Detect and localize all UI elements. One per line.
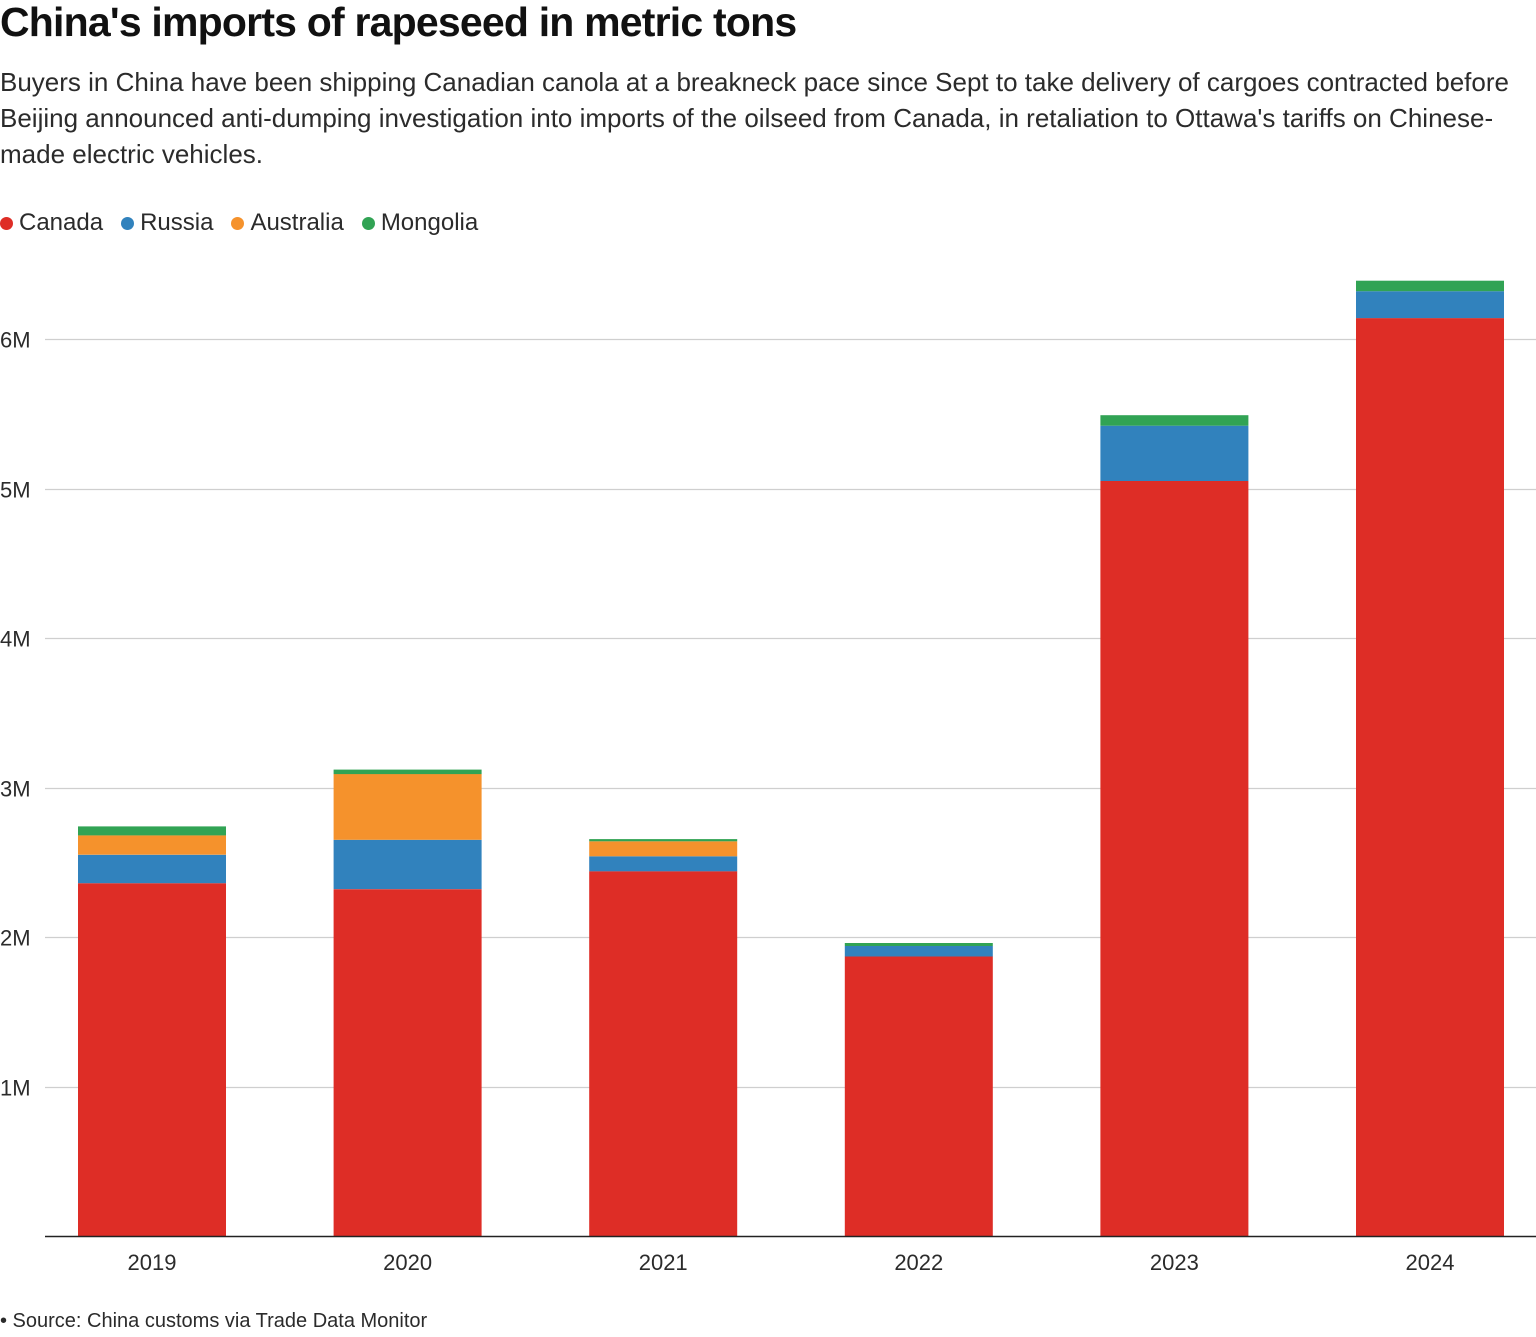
bar-segment-canada-2021 bbox=[589, 871, 738, 1236]
legend-label-mongolia: Mongolia bbox=[380, 209, 479, 236]
bar-segment-russia-2021 bbox=[589, 856, 738, 872]
chart-subtitle: Buyers in China have been shipping Canad… bbox=[0, 67, 1509, 169]
bar-segment-canada-2020 bbox=[333, 889, 482, 1236]
x-tick-label: 2023 bbox=[1150, 1250, 1199, 1275]
bar-segment-mongolia-2019 bbox=[78, 826, 226, 836]
bar-segment-russia-2019 bbox=[78, 854, 226, 884]
x-tick-label: 2020 bbox=[383, 1250, 432, 1275]
legend-label-russia: Russia bbox=[140, 209, 214, 236]
bar-segment-russia-2023 bbox=[1100, 425, 1249, 481]
legend-item-mongolia: Mongolia bbox=[361, 209, 479, 237]
bar-segment-mongolia-2024 bbox=[1356, 280, 1504, 292]
bar-segment-australia-2020 bbox=[333, 774, 482, 840]
x-tick-label: 2019 bbox=[128, 1250, 177, 1275]
bar-segment-canada-2024 bbox=[1356, 318, 1504, 1237]
bar-segment-mongolia-2021 bbox=[589, 839, 738, 842]
legend-item-australia: Australia bbox=[231, 209, 344, 237]
legend-swatch-mongolia bbox=[361, 216, 375, 230]
y-tick-label: 1M bbox=[0, 1076, 31, 1101]
x-tick-label: 2022 bbox=[894, 1250, 943, 1275]
bar-segment-mongolia-2022 bbox=[844, 943, 993, 946]
legend-swatch-canada bbox=[0, 216, 13, 230]
y-tick-label: 2M bbox=[0, 926, 31, 951]
bar-segment-canada-2023 bbox=[1100, 481, 1249, 1236]
bar-segment-mongolia-2020 bbox=[333, 769, 482, 775]
legend-item-russia: Russia bbox=[121, 209, 213, 237]
y-tick-label: 3M bbox=[0, 777, 31, 802]
x-tick-label: 2021 bbox=[639, 1250, 688, 1275]
bar-segment-canada-2019 bbox=[78, 883, 226, 1236]
x-tick-label: 2024 bbox=[1406, 1250, 1455, 1275]
legend-label-australia: Australia bbox=[250, 209, 344, 236]
legend-swatch-australia bbox=[231, 216, 245, 230]
source-note: • Source: China customs via Trade Data M… bbox=[0, 1310, 428, 1332]
bar-segment-mongolia-2023 bbox=[1100, 415, 1249, 426]
legend-swatch-russia bbox=[121, 216, 135, 230]
bar-segment-russia-2024 bbox=[1356, 291, 1504, 319]
bar-segment-russia-2020 bbox=[333, 839, 482, 890]
bar-segment-russia-2022 bbox=[844, 946, 993, 957]
legend-item-canada: Canada bbox=[0, 209, 103, 237]
chart-legend: Canada Russia Australia Mongolia bbox=[0, 206, 496, 240]
chart-title: China's imports of rapeseed in metric to… bbox=[0, 0, 797, 45]
bar-segment-canada-2022 bbox=[844, 956, 993, 1236]
y-tick-label: 6M bbox=[0, 328, 31, 353]
bar-segment-australia-2021 bbox=[589, 841, 738, 857]
bar-segment-australia-2019 bbox=[78, 835, 226, 855]
y-tick-label: 5M bbox=[0, 478, 31, 503]
y-tick-label: 4M bbox=[0, 627, 31, 652]
legend-label-canada: Canada bbox=[19, 209, 104, 236]
